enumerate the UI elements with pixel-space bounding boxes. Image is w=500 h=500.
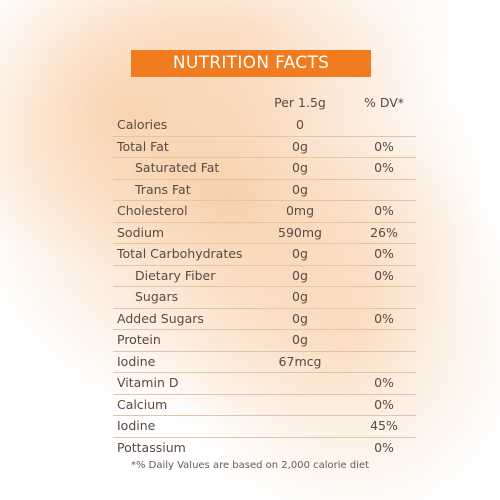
daily-value: 0% (374, 246, 394, 261)
daily-value: 45% (370, 418, 398, 433)
row-label: Cholesterol (117, 203, 188, 218)
amount: 0g (292, 181, 308, 197)
amount: 0g (292, 332, 308, 347)
amount: 590mg (278, 224, 322, 240)
row-label: Dietary Fiber (135, 267, 216, 283)
row-label: Protein (117, 332, 161, 347)
row-label: Sugars (135, 289, 179, 304)
daily-value: 0% (374, 160, 394, 175)
daily-value: 0% (374, 203, 394, 218)
row-label: Calcium (117, 396, 168, 412)
row-label: Vitamin D (117, 375, 179, 390)
daily-value: 26% (370, 224, 398, 240)
amount: 0g (292, 160, 308, 175)
row-divider (113, 393, 416, 395)
row-divider (113, 307, 416, 309)
amount: 0g (292, 138, 308, 154)
daily-value: 0% (374, 138, 394, 154)
daily-value: 0% (374, 267, 394, 283)
row-divider (113, 350, 416, 352)
amount: 67mcg (278, 353, 322, 369)
row-divider (113, 415, 416, 417)
title-banner: NUTRITION FACTS (131, 50, 371, 77)
row-divider (113, 157, 416, 159)
row-divider (113, 264, 416, 266)
row-label: Added Sugars (117, 310, 204, 326)
row-label: Trans Fat (135, 181, 191, 197)
row-label: Sodium (117, 224, 165, 240)
row-label: Calories (117, 117, 168, 132)
row-divider (113, 329, 416, 331)
row-divider (113, 178, 416, 180)
amount: 0g (292, 267, 308, 283)
amount: 0 (296, 117, 304, 132)
amount: 0g (292, 289, 308, 304)
daily-value: 0% (374, 375, 394, 390)
row-label: Total Fat (117, 138, 169, 154)
row-label: Iodine (117, 418, 156, 433)
daily-value: 0% (374, 396, 394, 412)
amount: 0mg (285, 203, 315, 218)
row-divider (113, 436, 416, 438)
row-divider (113, 372, 416, 374)
daily-value: 0% (374, 439, 394, 455)
row-label: Total Carbohydrates (117, 246, 243, 261)
row-divider (113, 286, 416, 288)
amount: 0g (292, 246, 308, 261)
row-divider (113, 221, 416, 223)
row-label: Saturated Fat (135, 160, 220, 175)
footnote: *% Daily Values are based on 2,000 calor… (130, 460, 370, 471)
row-divider (113, 135, 416, 137)
row-label: Iodine (117, 353, 156, 369)
row-divider (113, 243, 416, 245)
row-divider (113, 200, 416, 202)
daily-value: 0% (374, 310, 394, 326)
column-header: % DV* (363, 95, 405, 110)
row-label: Pottassium (117, 439, 186, 455)
column-header: Per 1.5g (274, 95, 326, 110)
amount: 0g (292, 310, 308, 326)
